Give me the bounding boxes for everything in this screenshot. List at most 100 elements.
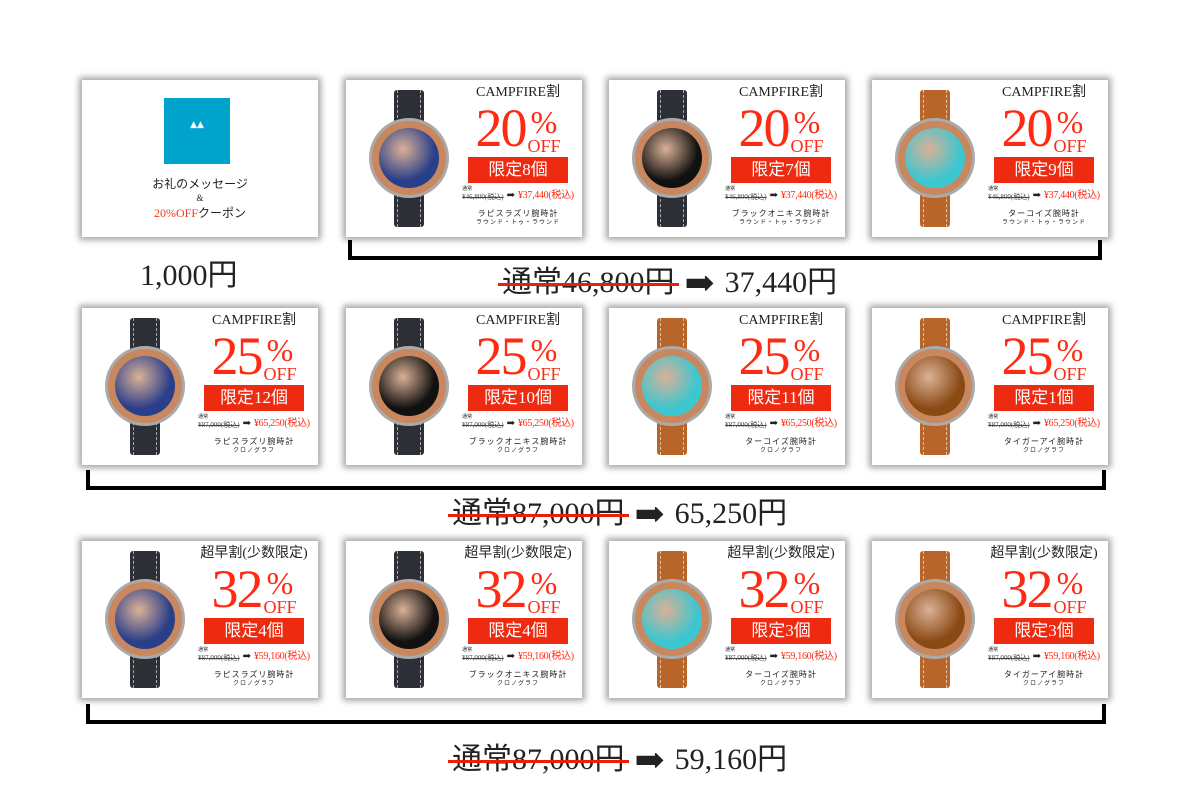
percent-sign: % [793,565,821,601]
new-price: ¥37,440(税込) [517,190,574,201]
price-line: 通常 ¥46,800(税込) ➡ ¥37,440(税込) [982,187,1106,202]
watch-case [895,579,975,659]
discount: 25 % OFF [982,329,1106,383]
old-price-group: 通常 ¥46,800(税込) [725,187,766,202]
row3-regular-price: 通常87,000円 [448,743,628,776]
price-line: 通常 ¥87,000(税込) ➡ ¥65,250(税込) [719,415,843,430]
campaign-label: CAMPFIRE割 [738,85,824,100]
limited-badge: 限定1個 [994,385,1094,411]
product-card[interactable]: CAMPFIRE割 20 % OFF 限定9個 通常 ¥46,800(税込) ➡ ¥… [872,80,1108,237]
row2-sale-price: 65,250円 [674,497,788,530]
limited-badge: 限定4個 [468,618,568,644]
coupon-message: お礼のメッセージ [152,177,248,191]
old-price: ¥46,800(税込) [462,193,504,201]
old-price-group: 通常 ¥87,000(税込) [198,415,239,430]
discount: 32 % OFF [456,562,580,616]
off-label: OFF [527,364,561,384]
product-card[interactable]: CAMPFIRE割 20 % OFF 限定8個 通常 ¥46,800(税込) ➡ ¥… [346,80,582,237]
price-line: 通常 ¥87,000(税込) ➡ ¥65,250(税込) [192,415,316,430]
new-price: ¥65,250(税込) [517,418,574,429]
limited-badge: 限定10個 [468,385,568,411]
off-label: OFF [790,364,824,384]
watch-image [627,551,717,688]
watch-dial [905,128,965,188]
product-card[interactable]: 超早割(少数限定) 32 % OFF 限定3個 通常 ¥87,000(税込) ➡ ¥… [609,541,845,698]
offer-block: CAMPFIRE割 20 % OFF 限定9個 通常 ¥46,800(税込) ➡ ¥… [982,84,1106,228]
offer-block: 超早割(少数限定) 32 % OFF 限定3個 通常 ¥87,000(税込) ➡ ¥… [719,545,843,689]
regular-label: 通常 [725,187,736,192]
limited-badge: 限定8個 [468,157,568,183]
watch-image [890,90,980,227]
product-card[interactable]: CAMPFIRE割 25 % OFF 限定12個 通常 ¥87,000(税込) ➡ … [82,308,318,465]
limited-badge: 限定7個 [731,157,831,183]
row2-regular-price: 通常87,000円 [448,497,628,530]
discount-unit: % OFF [1053,334,1086,383]
row1-summary: 通常46,800円 ➡ 37,440円 [498,263,837,303]
new-price: ¥59,160(税込) [253,651,310,662]
watch-dial [642,128,702,188]
offer-block: 超早割(少数限定) 32 % OFF 限定4個 通常 ¥87,000(税込) ➡ ¥… [456,545,580,689]
new-price: ¥37,440(税込) [780,190,837,201]
arrow-icon: ➡ [1032,651,1041,662]
percent-sign: % [530,332,558,368]
regular-label: 通常 [988,187,999,192]
product-card[interactable]: CAMPFIRE割 25 % OFF 限定11個 通常 ¥87,000(税込) ➡ … [609,308,845,465]
old-price-group: 通常 ¥87,000(税込) [462,415,503,430]
discount: 25 % OFF [719,329,843,383]
watch-case [632,118,712,198]
new-price: ¥59,160(税込) [517,651,574,662]
campaign-label: CAMPFIRE割 [1001,313,1087,328]
off-label: OFF [527,136,561,156]
campaign-label: 超早割(少数限定) [200,546,308,561]
arrow-icon: ➡ [242,651,251,662]
row3-summary: 通常87,000円 ➡ 59,160円 [448,740,787,780]
offer-block: CAMPFIRE割 20 % OFF 限定8個 通常 ¥46,800(税込) ➡ ¥… [456,84,580,228]
watch-case [105,346,185,426]
coupon-offer-percent: 20%OFF [153,206,198,220]
discount: 20 % OFF [456,101,580,155]
product-card[interactable]: 超早割(少数限定) 32 % OFF 限定3個 通常 ¥87,000(税込) ➡ ¥… [872,541,1108,698]
percent-sign: % [793,332,821,368]
new-price: ¥59,160(税込) [780,651,837,662]
offer-block: CAMPFIRE割 25 % OFF 限定12個 通常 ¥87,000(税込) ➡ … [192,312,316,456]
discount: 32 % OFF [192,562,316,616]
price-line: 通常 ¥87,000(税込) ➡ ¥65,250(税込) [456,415,580,430]
product-card[interactable]: CAMPFIRE割 25 % OFF 限定1個 通常 ¥87,000(税込) ➡ ¥… [872,308,1108,465]
watch-image [364,551,454,688]
coupon-card[interactable]: ▲▲ お礼のメッセージ & 20%OFFクーポン [82,80,318,237]
regular-label: 通常 [462,415,473,420]
percent-sign: % [1056,565,1084,601]
old-price: ¥46,800(税込) [725,193,767,201]
product-card[interactable]: 超早割(少数限定) 32 % OFF 限定4個 通常 ¥87,000(税込) ➡ ¥… [346,541,582,698]
watch-dial [379,356,439,416]
product-card[interactable]: CAMPFIRE割 20 % OFF 限定7個 通常 ¥46,800(税込) ➡ ¥… [609,80,845,237]
discount-number: 25 [475,326,527,386]
discount-number: 25 [211,326,263,386]
discount: 25 % OFF [192,329,316,383]
product-name: タイガーアイ腕時計 [1003,670,1085,679]
regular-label: 通常 [725,648,736,653]
limited-badge: 限定9個 [994,157,1094,183]
watch-dial [905,589,965,649]
watch-dial [115,589,175,649]
product-subtitle: クロノグラフ [759,681,802,687]
arrow-icon: ➡ [684,263,715,303]
watch-image [100,318,190,455]
product-subtitle: クロノグラフ [232,681,275,687]
off-label: OFF [1053,136,1087,156]
product-subtitle: クロノグラフ [496,681,539,687]
discount: 20 % OFF [982,101,1106,155]
watch-image [100,551,190,688]
regular-label: 通常 [462,187,473,192]
arrow-icon: ➡ [242,418,251,429]
campaign-label: 超早割(少数限定) [464,546,572,561]
limited-badge: 限定3個 [731,618,831,644]
discount-unit: % OFF [790,332,824,384]
saad-logo: ▲▲ [164,98,230,164]
product-card[interactable]: CAMPFIRE割 25 % OFF 限定10個 通常 ¥87,000(税込) ➡ … [346,308,582,465]
product-card[interactable]: 超早割(少数限定) 32 % OFF 限定4個 通常 ¥87,000(税込) ➡ ¥… [82,541,318,698]
discount-unit: % OFF [790,565,823,616]
arrow-icon: ➡ [634,740,665,780]
percent-sign: % [266,565,294,601]
product-name: ラピスラズリ腕時計 [477,209,559,218]
